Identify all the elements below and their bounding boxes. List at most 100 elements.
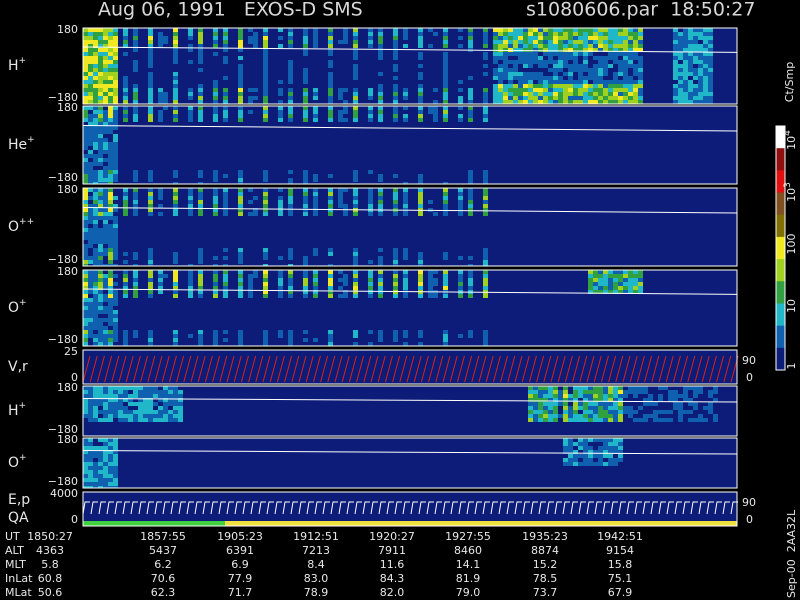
spectrogram-cell [238, 40, 243, 44]
spectrogram-cell [618, 290, 623, 294]
spectrogram-cell [148, 406, 153, 410]
spectrogram-cell [148, 76, 153, 80]
spectrogram-cell [688, 36, 693, 40]
spectrogram-cell [108, 414, 113, 418]
spectrogram-cell [133, 286, 138, 290]
spectrogram-cell [583, 446, 588, 450]
spectrogram-cell [678, 100, 683, 104]
spectrogram-cell [98, 146, 103, 150]
spectrogram-cell [158, 188, 163, 192]
spectrogram-cell [93, 48, 98, 52]
spectrogram-cell [198, 274, 203, 278]
spectrogram-cell [418, 274, 423, 278]
spectrogram-cell [703, 84, 708, 88]
spectrogram-cell [533, 60, 538, 64]
spectrogram-cell [263, 188, 268, 192]
spectrogram-cell [93, 28, 98, 32]
spectrogram-cell [443, 256, 448, 260]
spectrogram-cell [628, 96, 633, 100]
spectrogram-cell [573, 458, 578, 462]
spectrogram-cell [588, 418, 593, 422]
spectrogram-cell [498, 76, 503, 80]
spectrogram-cell [98, 326, 103, 330]
spectrogram-cell [458, 278, 463, 282]
spectrogram-cell [443, 212, 448, 216]
spectrogram-cell [368, 294, 373, 298]
spectrogram-cell [173, 192, 178, 196]
spectrogram-cell [93, 290, 98, 294]
qa-bar-fair [225, 521, 737, 526]
spectrogram-cell [548, 28, 553, 32]
spectrogram-cell [493, 52, 498, 56]
spectrogram-cell [198, 100, 203, 104]
colorbar-label: 1 [785, 363, 798, 370]
spectrogram-cell [668, 418, 673, 422]
spectrogram-cell [393, 188, 398, 192]
spectrogram-cell [98, 118, 103, 122]
spectrogram-cell [88, 32, 93, 36]
spectrogram-cell [583, 68, 588, 72]
spectrogram-cell [608, 442, 613, 446]
spectrogram-cell [603, 36, 608, 40]
spectrogram-cell [103, 342, 108, 346]
spectrogram-cell [608, 36, 613, 40]
spectrogram-cell [303, 278, 308, 282]
spectrogram-cell [108, 402, 113, 406]
spectrogram-cell [593, 32, 598, 36]
spectrogram-cell [98, 196, 103, 200]
spectrogram-cell [613, 40, 618, 44]
spectrogram-cell [103, 56, 108, 60]
spectrogram-cell [353, 68, 358, 72]
spectrogram-cell [213, 274, 218, 278]
spectrogram-cell [338, 40, 343, 44]
spectrogram-cell [538, 32, 543, 36]
spectrogram-cell [88, 442, 93, 446]
spectrogram-cell [113, 438, 118, 442]
spectrogram-cell [578, 100, 583, 104]
spectrogram-cell [98, 48, 103, 52]
spectrogram-cell [113, 138, 118, 142]
spectrogram-cell [93, 256, 98, 260]
spectrogram-cell [593, 454, 598, 458]
spectrogram-cell [303, 192, 308, 196]
spectrogram-cell [113, 236, 118, 240]
spectrogram-cell [88, 314, 93, 318]
spectrogram-cell [113, 32, 118, 36]
spectrogram-cell [98, 334, 103, 338]
spectrogram-cell [148, 414, 153, 418]
spectrogram-cell [418, 256, 423, 260]
spectrogram-cell [563, 60, 568, 64]
spectrogram-cell [108, 322, 113, 326]
spectrogram-cell [188, 106, 193, 110]
spectrogram-cell [93, 80, 98, 84]
spectrogram-cell [698, 92, 703, 96]
panel-label-2: QA [8, 510, 29, 526]
spectrogram-cell [593, 48, 598, 52]
spectrogram-cell [83, 96, 88, 100]
spectrogram-cell [443, 286, 448, 290]
spectrogram-cell [133, 106, 138, 110]
spectrogram-cell [123, 40, 128, 44]
spectrogram-cell [673, 60, 678, 64]
spectrogram-cell [593, 44, 598, 48]
spectrogram-cell [103, 126, 108, 130]
spectrogram-cell [403, 88, 408, 92]
spectrogram-cell [83, 318, 88, 322]
tick-label-top: 180 [57, 101, 78, 114]
spectrogram-cell [628, 48, 633, 52]
spectrogram-cell [108, 282, 113, 286]
spectrogram-cell [88, 486, 93, 488]
spectrogram-cell [593, 56, 598, 60]
spectrogram-cell [108, 406, 113, 410]
spectrogram-cell [543, 398, 548, 402]
panel-background [83, 106, 737, 184]
spectrogram-cell [93, 466, 98, 470]
spectrogram-cell [263, 118, 268, 122]
spectrogram-cell [148, 252, 153, 256]
spectrogram-cell [393, 76, 398, 80]
spectrogram-cell [633, 410, 638, 414]
spectrogram-cell [498, 80, 503, 84]
spectrogram-cell [378, 174, 383, 178]
spectrogram-cell [123, 52, 128, 56]
spectrogram-cell [313, 36, 318, 40]
